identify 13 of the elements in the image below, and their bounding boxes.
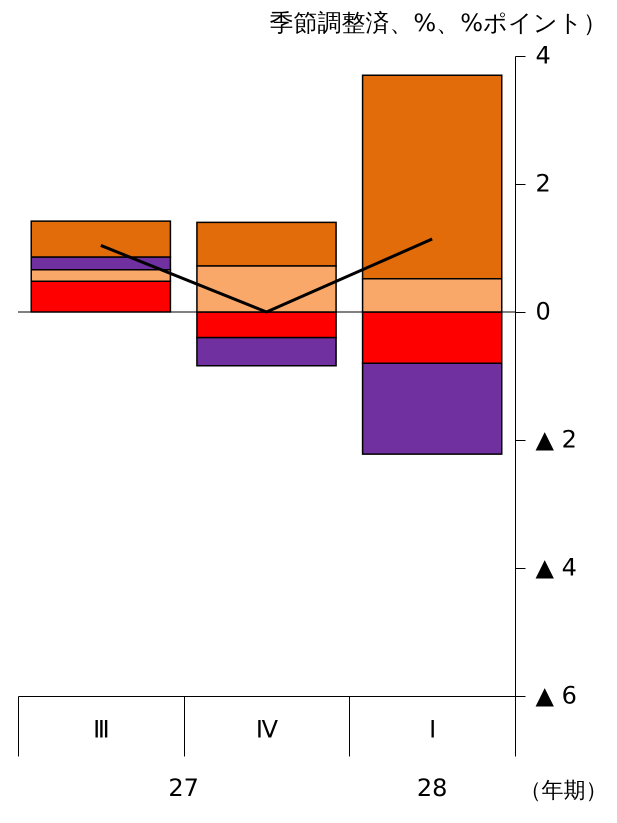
x-tick-label: Ⅰ bbox=[429, 716, 436, 744]
y-tick-label: 0 bbox=[536, 298, 551, 326]
y-tick-label: ▲ 4 bbox=[536, 554, 577, 582]
y-tick-label: 4 bbox=[536, 42, 551, 70]
chart-title: 季節調整済、%、%ポイント） bbox=[269, 9, 607, 37]
x-axis-title: （年期） bbox=[520, 778, 608, 804]
text: 28 bbox=[416, 774, 448, 802]
y-tick-label: 2 bbox=[536, 170, 551, 198]
y-tick-label: ▲ 2 bbox=[536, 426, 577, 454]
x-tick-label: Ⅲ bbox=[93, 716, 110, 744]
y-tick-label: ▲ 6 bbox=[536, 682, 577, 710]
text: 27 bbox=[168, 774, 199, 802]
x-tick-label: Ⅳ bbox=[256, 716, 278, 744]
